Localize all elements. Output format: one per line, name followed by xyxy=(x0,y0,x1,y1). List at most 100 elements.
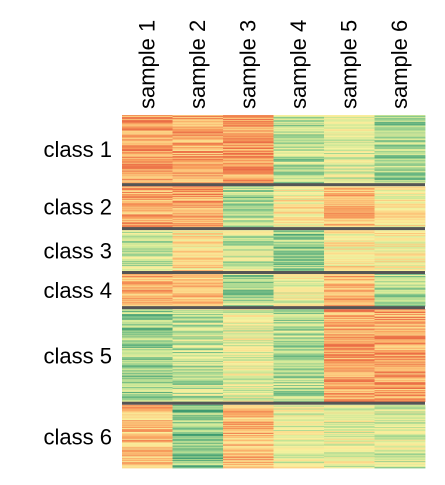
heatmap-cell xyxy=(122,141,173,143)
heatmap-cell xyxy=(122,429,173,431)
heatmap-cell xyxy=(122,383,173,385)
heatmap-cell xyxy=(122,164,173,167)
heatmap-cell xyxy=(172,286,224,289)
heatmap-cell xyxy=(122,430,173,432)
heatmap-cell xyxy=(122,298,173,300)
heatmap-cell xyxy=(223,462,274,464)
heatmap-cell xyxy=(374,246,426,249)
heatmap-cell xyxy=(273,158,325,161)
heatmap-cell xyxy=(223,447,274,449)
heatmap-cell xyxy=(273,246,325,249)
heatmap-cell xyxy=(122,123,173,126)
heatmap-cell xyxy=(223,425,274,427)
heatmap-cell xyxy=(172,116,224,119)
heatmap-cell xyxy=(374,155,426,158)
heatmap-cell xyxy=(273,391,325,394)
heatmap-cell xyxy=(324,434,375,437)
heatmap-cell xyxy=(324,428,375,430)
heatmap-cell xyxy=(172,365,224,368)
heatmap-cell xyxy=(172,156,224,159)
heatmap-cell xyxy=(172,232,224,234)
heatmap-cell xyxy=(273,353,325,356)
heatmap-cell xyxy=(324,122,375,125)
heatmap-cell xyxy=(324,391,375,394)
heatmap-cell xyxy=(324,418,375,420)
heatmap-cell xyxy=(324,327,375,330)
heatmap-cell xyxy=(122,285,173,288)
heatmap-cell xyxy=(324,186,375,188)
heatmap-cell xyxy=(374,266,426,268)
heatmap-cell xyxy=(324,458,375,460)
heatmap-cell xyxy=(273,456,325,458)
heatmap-cell xyxy=(172,264,224,266)
heatmap-cell xyxy=(223,309,274,311)
heatmap-cell xyxy=(122,280,173,283)
heatmap-cell xyxy=(374,338,426,340)
heatmap-cell xyxy=(273,433,325,436)
heatmap-cell xyxy=(172,460,224,462)
heatmap-cell xyxy=(324,369,375,371)
heatmap-cell xyxy=(324,127,375,130)
heatmap-cell xyxy=(374,405,426,408)
heatmap-cell xyxy=(324,446,375,448)
heatmap-cell xyxy=(324,237,375,240)
heatmap-cell xyxy=(223,245,274,248)
heatmap-cell xyxy=(223,316,274,319)
heatmap-cell xyxy=(172,250,224,252)
heatmap-cell xyxy=(374,444,426,446)
heatmap-cell xyxy=(223,169,274,171)
heatmap-cell xyxy=(122,245,173,248)
heatmap-cell xyxy=(273,320,325,323)
heatmap-cell xyxy=(122,461,173,463)
heatmap-cell xyxy=(374,173,426,175)
heatmap-cell xyxy=(374,302,426,304)
heatmap-cell xyxy=(223,115,274,117)
heatmap-cell xyxy=(122,172,173,174)
heatmap-cell xyxy=(273,383,325,385)
heatmap-cell xyxy=(223,164,274,167)
heatmap-cell xyxy=(324,168,375,170)
heatmap-cell xyxy=(172,397,224,400)
heatmap-cell xyxy=(172,465,224,467)
heatmap-cell xyxy=(273,334,325,336)
heatmap-cell xyxy=(172,193,224,195)
heatmap-cell xyxy=(324,325,375,328)
heatmap-cell xyxy=(324,181,375,183)
heatmap-cell xyxy=(223,290,274,292)
heatmap-cell xyxy=(122,332,173,334)
heatmap-cell xyxy=(374,121,426,124)
heatmap-cell xyxy=(273,380,325,382)
heatmap-cell xyxy=(273,168,325,170)
heatmap-cell xyxy=(172,293,224,295)
heatmap-cell xyxy=(223,298,274,300)
heatmap-cell xyxy=(223,417,274,419)
heatmap-cell xyxy=(374,285,426,288)
heatmap-cell xyxy=(324,238,375,241)
heatmap-cell xyxy=(122,344,173,346)
heatmap-cell xyxy=(223,407,274,409)
heatmap-cell xyxy=(223,466,274,468)
heatmap-cell xyxy=(122,275,173,278)
heatmap-cell xyxy=(122,378,173,380)
heatmap-cell xyxy=(374,190,426,192)
heatmap-cell xyxy=(122,410,173,412)
heatmap-cell xyxy=(273,329,325,331)
heatmap-cell xyxy=(223,400,274,403)
heatmap-cell xyxy=(324,362,375,365)
heatmap-cell xyxy=(273,186,325,188)
heatmap-cell xyxy=(273,191,325,193)
heatmap-cell xyxy=(374,122,426,125)
heatmap-cell xyxy=(324,142,375,144)
heatmap-cell xyxy=(223,263,274,265)
heatmap-cell xyxy=(223,172,274,174)
heatmap-cell xyxy=(374,342,426,344)
heatmap-cell xyxy=(324,342,375,344)
heatmap-cell xyxy=(122,382,173,384)
heatmap-cell xyxy=(324,384,375,386)
heatmap-cell xyxy=(273,207,325,209)
heatmap-cell xyxy=(374,370,426,372)
heatmap-cell xyxy=(223,359,274,362)
heatmap-cell xyxy=(172,215,224,217)
heatmap-cell xyxy=(374,115,426,117)
heatmap-cell xyxy=(172,388,224,390)
